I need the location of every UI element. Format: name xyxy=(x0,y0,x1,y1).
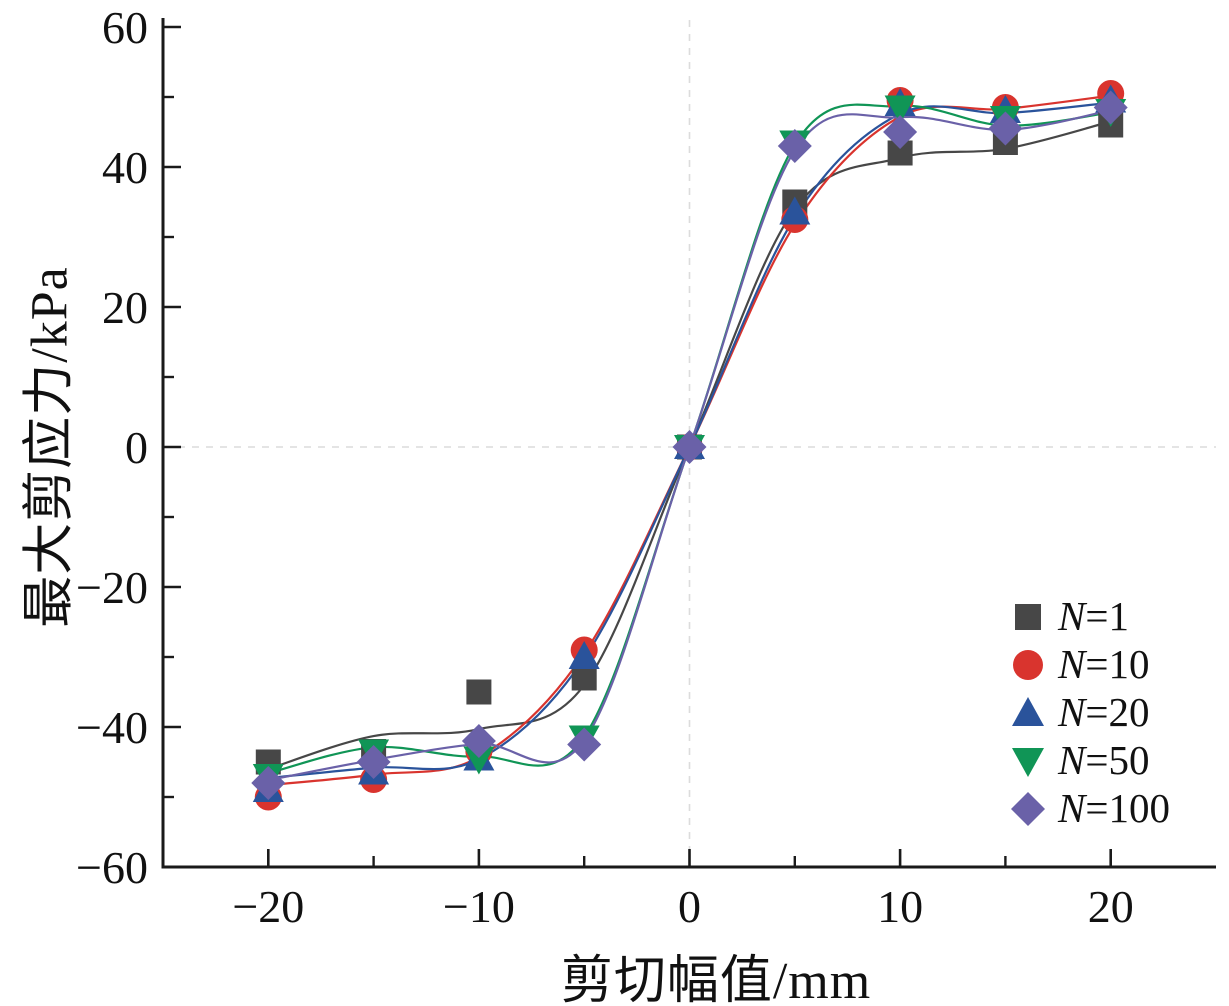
x-axis-title: 剪切幅值/mm xyxy=(560,953,872,1006)
legend-item-N=50: N=50 xyxy=(1006,740,1170,781)
x-tick-label: 0 xyxy=(678,881,701,932)
marker-diamond-N=100 xyxy=(461,724,496,758)
y-tick-label: 0 xyxy=(125,422,148,473)
x-tick-label: 20 xyxy=(1088,881,1134,932)
circle-icon xyxy=(1013,649,1043,680)
x-tick-label: −20 xyxy=(232,881,304,932)
marker-diamond-N=100 xyxy=(883,115,918,149)
diamond-icon xyxy=(1011,791,1045,826)
marker-triangle-down-N=50 xyxy=(884,95,916,124)
marker-diamond-N=100 xyxy=(356,745,391,779)
triangle-up-icon xyxy=(1012,696,1044,726)
marker-diamond-N=100 xyxy=(251,766,286,800)
marker-square-N=1 xyxy=(571,665,597,691)
legend-item-N=10: N=10 xyxy=(1006,644,1170,685)
triangle-down-glyph xyxy=(1012,747,1044,777)
legend-label: N=1 xyxy=(1058,593,1129,639)
marker-diamond-N=100 xyxy=(988,111,1023,146)
legend-item-N=1: N=1 xyxy=(1006,596,1170,637)
legend-label: N=20 xyxy=(1058,689,1150,735)
legend-label: N=50 xyxy=(1058,737,1150,783)
diamond-glyph xyxy=(1011,791,1045,826)
y-tick-label: −20 xyxy=(76,562,148,613)
legend-label: N=100 xyxy=(1058,785,1170,831)
y-tick-label: −40 xyxy=(76,702,148,753)
legend-label: N=10 xyxy=(1058,641,1150,687)
y-tick-label: 20 xyxy=(102,282,148,333)
marker-diamond-N=100 xyxy=(777,129,812,163)
square-glyph xyxy=(1015,603,1041,630)
legend-item-N=20: N=20 xyxy=(1006,692,1170,733)
y-tick-label: 40 xyxy=(102,142,148,193)
marker-diamond-N=100 xyxy=(1093,90,1128,125)
triangle-down-icon xyxy=(1012,747,1044,777)
x-tick-label: −10 xyxy=(443,881,515,932)
marker-triangle-up-N=20 xyxy=(568,641,600,669)
y-tick-label: 60 xyxy=(102,2,148,53)
marker-triangle-up-N=20 xyxy=(779,196,811,225)
x-tick-label: 10 xyxy=(877,881,923,932)
circle-glyph xyxy=(1013,649,1043,680)
square-icon xyxy=(1015,603,1041,630)
legend: N=1 N=10 N=20 N=50 N=100 xyxy=(1006,596,1170,829)
marker-diamond-N=100 xyxy=(672,430,707,464)
triangle-up-glyph xyxy=(1012,696,1044,726)
y-axis-title: 最大剪应力/kPa xyxy=(21,266,79,628)
y-tick-label: −60 xyxy=(76,842,148,893)
legend-item-N=100: N=100 xyxy=(1006,788,1170,829)
marker-square-N=1 xyxy=(466,679,492,705)
marker-diamond-N=100 xyxy=(567,727,602,762)
marker-triangle-down-N=50 xyxy=(463,746,495,775)
